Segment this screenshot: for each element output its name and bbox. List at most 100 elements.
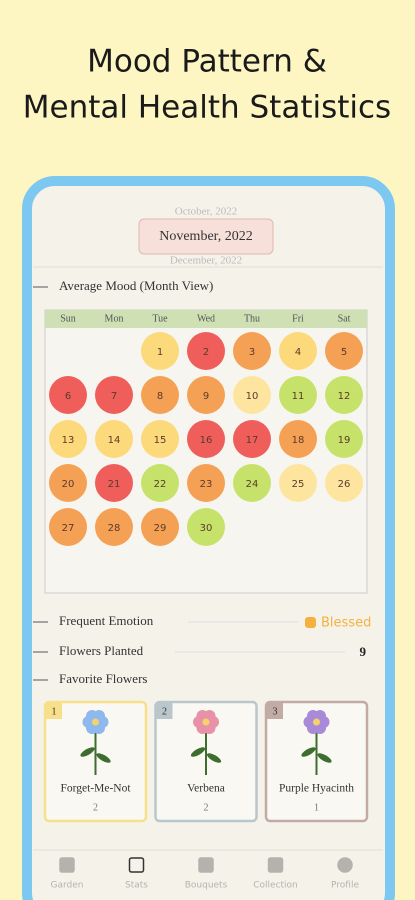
mood-day[interactable]	[141, 376, 179, 414]
nav-label[interactable]: Collection	[253, 881, 298, 891]
day-number: 7	[111, 391, 117, 402]
weekday: Fri	[292, 313, 304, 324]
flower-center	[202, 718, 210, 726]
mood-day[interactable]	[279, 464, 317, 502]
leaf	[317, 753, 332, 763]
day-number: 9	[203, 391, 209, 402]
next-month[interactable]: December, 2022	[170, 255, 242, 267]
rank-badge	[46, 703, 62, 719]
mood-day[interactable]	[325, 332, 363, 370]
day-number: 1	[157, 347, 163, 358]
mood-day[interactable]	[95, 508, 133, 546]
rank: 1	[52, 706, 57, 717]
mood-day[interactable]	[49, 420, 87, 458]
prev-month[interactable]: October, 2022	[175, 206, 238, 218]
day-number: 30	[200, 523, 213, 534]
mood-day[interactable]	[233, 376, 271, 414]
mood-day[interactable]	[95, 420, 133, 458]
weekday: Sun	[60, 313, 76, 324]
mood-day[interactable]	[95, 376, 133, 414]
mood-day[interactable]	[187, 508, 225, 546]
weekday: Mon	[105, 313, 124, 324]
day-number: 11	[292, 391, 305, 402]
weekday: Thu	[244, 313, 260, 324]
weekday: Sat	[338, 313, 351, 324]
rank: 3	[273, 706, 278, 717]
mood-day[interactable]	[187, 376, 225, 414]
flower-name: Forget-Me-Not	[60, 783, 131, 795]
leaf	[96, 753, 111, 763]
rank: 2	[162, 706, 167, 717]
day-number: 29	[154, 523, 167, 534]
mood-day[interactable]	[279, 332, 317, 370]
nav-label[interactable]: Garden	[51, 881, 84, 891]
flower-name: Verbena	[187, 783, 225, 795]
title-line: Mental Health Statistics	[23, 90, 391, 126]
day-number: 5	[341, 347, 347, 358]
rank-badge	[156, 703, 173, 719]
mood-day[interactable]	[49, 376, 87, 414]
day-number: 22	[154, 479, 167, 490]
nav-icon[interactable]	[337, 857, 353, 873]
day-number: 18	[292, 435, 305, 446]
mood-day[interactable]	[49, 464, 87, 502]
leaf	[301, 747, 316, 757]
day-number: 6	[65, 391, 71, 402]
mood-day[interactable]	[141, 508, 179, 546]
mood-day[interactable]	[187, 332, 225, 370]
mood-day[interactable]	[279, 376, 317, 414]
mood-day[interactable]	[187, 464, 225, 502]
day-number: 14	[108, 435, 121, 446]
calendar-header	[45, 310, 367, 328]
month-box[interactable]	[138, 218, 274, 255]
day-number: 10	[246, 391, 259, 402]
mood-day[interactable]	[49, 508, 87, 546]
day-number: 28	[108, 523, 121, 534]
nav-label[interactable]: Bouquets	[185, 881, 228, 891]
day-number: 4	[295, 347, 301, 358]
mood-day[interactable]	[95, 464, 133, 502]
mood-day[interactable]	[141, 464, 179, 502]
mood-day[interactable]	[233, 420, 271, 458]
rank-badge	[267, 703, 283, 719]
weekday: Tue	[152, 313, 168, 324]
section-title: Average Mood (Month View)	[59, 278, 213, 293]
mood-day[interactable]	[233, 332, 271, 370]
mood-day[interactable]	[279, 420, 317, 458]
weekday: Wed	[197, 313, 215, 324]
leaf	[206, 753, 222, 763]
mood-day[interactable]	[325, 464, 363, 502]
day-number: 15	[154, 435, 167, 446]
mood-day[interactable]	[187, 420, 225, 458]
nav-icon[interactable]	[128, 857, 145, 873]
day-number: 2	[203, 347, 209, 358]
day-number: 13	[62, 435, 75, 446]
day-number: 3	[249, 347, 255, 358]
nav-icon[interactable]	[198, 857, 214, 873]
mood-day[interactable]	[325, 420, 363, 458]
nav-icon[interactable]	[59, 857, 75, 873]
stat-value: 9	[360, 644, 367, 659]
stat-label: Flowers Planted	[59, 643, 144, 658]
day-number: 8	[157, 391, 163, 402]
day-number: 19	[338, 435, 351, 446]
nav-icon[interactable]	[267, 857, 284, 873]
flower-name: Purple Hyacinth	[279, 783, 354, 795]
flower-count: 2	[93, 802, 98, 813]
leaf	[190, 747, 206, 757]
day-number: 23	[200, 479, 213, 490]
nav-label[interactable]: Profile	[331, 881, 359, 891]
stat-label: Frequent Emotion	[59, 613, 154, 628]
mood-day[interactable]	[141, 332, 179, 370]
flower-center	[92, 718, 99, 726]
day-number: 16	[200, 435, 213, 446]
day-number: 27	[62, 523, 75, 534]
day-number: 21	[108, 479, 121, 490]
mood-day[interactable]	[233, 464, 271, 502]
mood-day[interactable]	[141, 420, 179, 458]
day-number: 25	[292, 479, 305, 490]
day-number: 17	[246, 435, 259, 446]
nav-label[interactable]: Stats	[125, 881, 148, 891]
mood-day[interactable]	[325, 376, 363, 414]
